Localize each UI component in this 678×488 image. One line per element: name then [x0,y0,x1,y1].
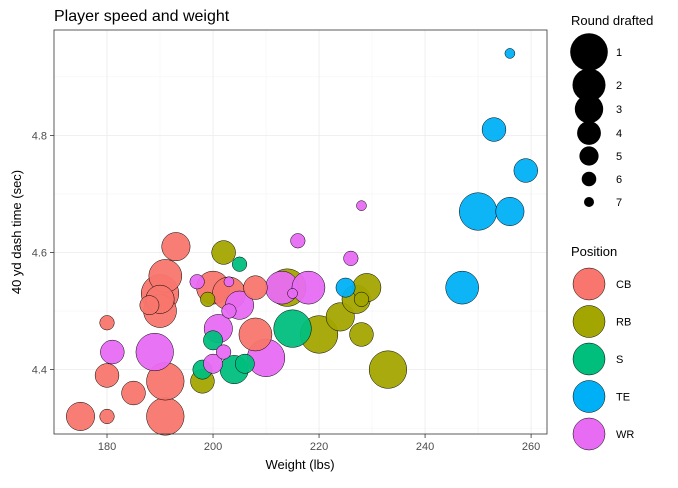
data-point-te [481,117,507,142]
data-point-cb [243,275,268,300]
size-legend-label: 3 [616,104,622,116]
data-point-wr [221,303,237,319]
data-point-rb [368,350,408,389]
data-point-wr [203,353,223,374]
data-point-s [234,353,255,374]
size-legend-label: 6 [616,174,622,186]
size-legend-label: 5 [616,151,622,163]
data-point-te [445,270,479,305]
y-tick-label: 4.8 [32,130,47,142]
y-tick-label: 4.6 [32,247,47,259]
data-point-wr [291,270,326,305]
data-point-te [335,277,356,298]
color-legend-label: WR [616,429,634,441]
data-point-cb [121,380,146,406]
data-points [66,48,538,436]
size-legend-key [579,146,599,166]
data-point-wr [356,200,367,211]
x-tick-label: 260 [522,441,540,453]
y-tick-label: 4.4 [32,365,47,377]
data-point-wr [343,250,359,266]
size-legend-key [584,197,594,207]
data-point-rb [349,322,374,347]
data-point-s [231,256,248,272]
size-legend-key [577,121,601,145]
data-point-wr [135,332,174,372]
size-legend-title: Round drafted [571,13,653,28]
color-legend-title: Position [571,244,617,259]
color-legend-key [572,380,606,413]
data-point-te [495,197,525,226]
data-point-cb [146,397,185,436]
data-point-cb [99,408,115,424]
x-tick-label: 200 [204,441,222,453]
data-point-cb [99,315,115,331]
color-legend-key [572,305,606,338]
data-point-wr [223,276,235,288]
color-legend-key [572,267,606,301]
data-point-cb [139,295,160,316]
data-point-wr [189,274,205,290]
size-legend: Round drafted 1 2 3 4 5 6 7 [570,13,653,209]
chart-title: Player speed and weight [54,8,230,25]
size-legend-key [572,68,606,102]
data-point-wr [100,339,125,365]
size-legend-label: 2 [616,80,622,92]
size-legend-key [574,94,604,124]
color-legend-key [572,342,606,376]
x-tick-label: 240 [416,441,434,453]
data-point-te [513,158,538,183]
y-axis: 4.4 4.6 4.8 [32,130,54,377]
gridlines [54,30,547,434]
x-tick-label: 220 [310,441,328,453]
size-legend-key [581,171,597,187]
size-legend-key [570,33,608,71]
size-legend-label: 7 [616,197,622,209]
y-axis-title: 40 yd dash time (sec) [9,170,24,294]
data-point-wr [287,288,298,299]
color-legend-key [572,417,606,451]
data-point-s [273,309,312,348]
size-legend-label: 1 [616,47,622,59]
color-legend-label: TE [616,392,630,404]
size-legend-label: 4 [616,128,622,140]
data-point-wr [216,344,232,360]
data-point-te [459,192,498,231]
data-point-rb [200,291,216,307]
plot-panel [53,29,548,436]
color-legend-label: RB [616,317,631,329]
color-legend-label: S [616,354,623,366]
x-axis-title: Weight (lbs) [265,457,334,472]
panel-background [54,30,547,434]
data-point-s [203,330,223,351]
data-point-rb [211,240,236,265]
color-legend: Position CB RB S TE WR [571,244,634,451]
data-point-cb [94,363,120,388]
data-point-cb [161,232,191,262]
data-point-rb [353,291,370,307]
data-point-te [504,48,516,59]
data-point-wr [290,233,306,249]
panel-border [53,29,548,435]
x-axis: 180 200 220 240 260 [98,434,540,453]
x-tick-label: 180 [98,441,116,453]
data-point-cb [66,401,95,431]
color-legend-label: CB [616,279,631,291]
data-point-cb [238,317,273,352]
